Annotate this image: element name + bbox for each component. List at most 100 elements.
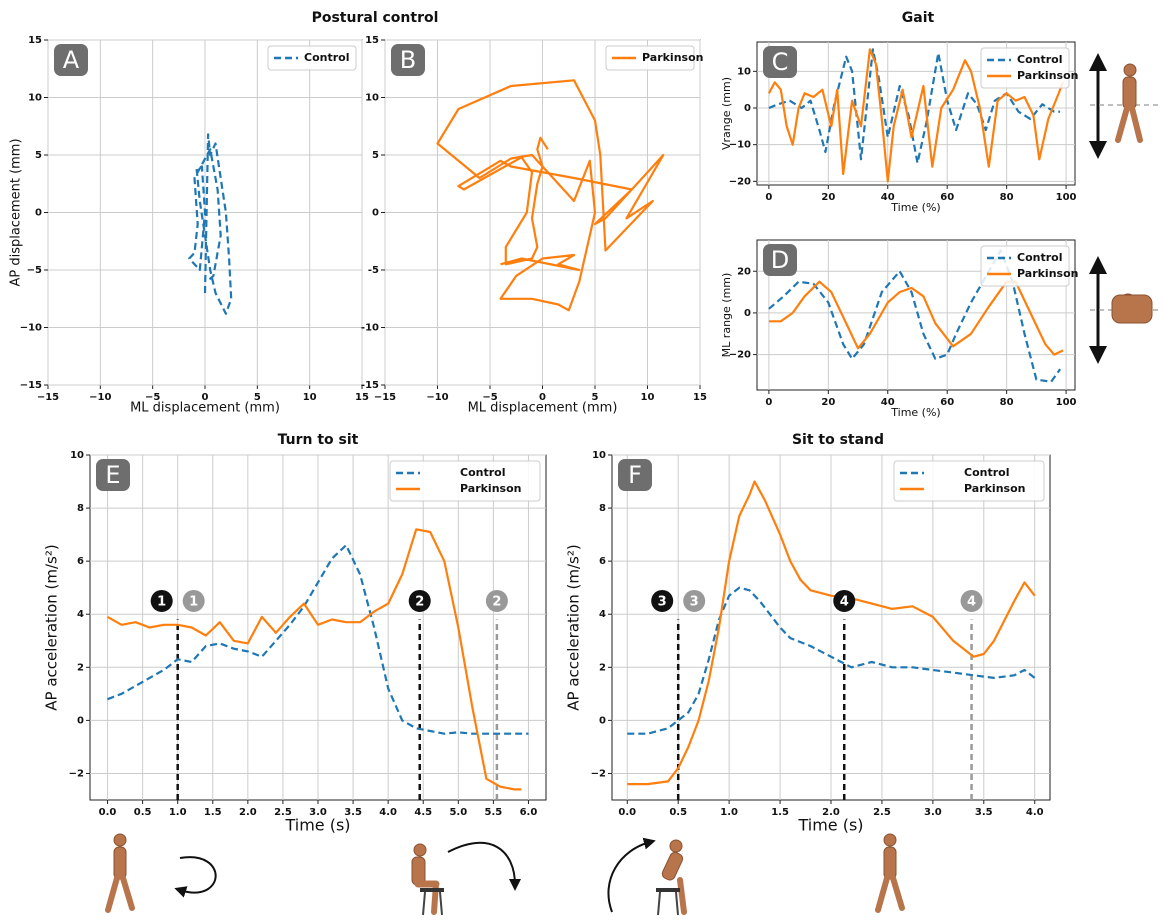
- y-tick-label: 20: [737, 266, 751, 277]
- panel-letter: D: [771, 246, 789, 274]
- y-tick-label: −2: [69, 768, 84, 779]
- x-tick-label: 15: [693, 392, 707, 403]
- y-tick-label: 10: [28, 93, 42, 104]
- x-axis-label: Time (s): [797, 816, 863, 835]
- panel-letter: C: [772, 48, 789, 76]
- y-tick-label: -10: [361, 323, 379, 334]
- panel-letter: F: [628, 461, 642, 489]
- y-tick-label: −5: [27, 265, 42, 276]
- x-tick-label: 3.5: [975, 807, 993, 818]
- y-tick-label: 0: [599, 715, 606, 726]
- x-tick-label: 60: [940, 192, 954, 203]
- illustration-walk: [108, 834, 216, 910]
- x-tick-label: 6.0: [520, 807, 538, 818]
- event-marker-label: 4: [840, 594, 849, 609]
- x-tick-label: 100: [1056, 397, 1077, 408]
- x-tick-label: 3.0: [924, 807, 942, 818]
- x-tick-label: 80: [1000, 397, 1014, 408]
- y-tick-label: 4: [599, 609, 606, 620]
- y-tick-label: 0: [372, 208, 379, 219]
- x-axis-label: Time (%): [890, 201, 940, 214]
- x-tick-label: 20: [821, 397, 835, 408]
- x-tick-label: −10: [426, 392, 448, 403]
- page: Postural control Gait Turn to sit Sit to…: [0, 0, 1163, 920]
- x-axis-label: ML displacement (mm): [130, 401, 280, 416]
- event-marker-label: 1: [157, 594, 166, 609]
- legend-label: Parkinson: [964, 482, 1025, 495]
- y-axis-label: ML range (mm): [720, 273, 733, 358]
- x-tick-label: 0.5: [134, 807, 152, 818]
- x-tick-label: 1.5: [204, 807, 222, 818]
- illustration-stand-up: [608, 840, 684, 915]
- y-tick-label: −10: [20, 323, 42, 334]
- illustration-sit: [412, 843, 515, 915]
- event-marker-label: 1: [189, 594, 198, 609]
- x-tick-label: 0: [765, 192, 772, 203]
- x-tick-label: 0: [765, 397, 772, 408]
- y-tick-label: −20: [729, 176, 751, 187]
- y-tick-label: 10: [365, 93, 379, 104]
- section-title: Sit to stand: [792, 432, 884, 448]
- legend-label: Parkinson: [1017, 267, 1078, 280]
- x-tick-label: −15: [374, 392, 396, 403]
- y-axis-label: AP displacement (mm): [9, 138, 24, 286]
- event-marker-label: 3: [658, 594, 667, 609]
- x-axis-label: ML displacement (mm): [468, 401, 618, 416]
- section-title: Postural control: [312, 10, 439, 26]
- x-tick-label: 1.0: [169, 807, 187, 818]
- y-tick-label: 0: [77, 715, 84, 726]
- x-tick-label: 4.0: [379, 807, 397, 818]
- panel-letter: E: [105, 461, 120, 489]
- y-tick-label: 5: [35, 150, 42, 161]
- x-axis-label: Time (%): [890, 406, 940, 419]
- x-tick-label: 20: [821, 192, 835, 203]
- section-title: Gait: [902, 10, 935, 26]
- x-tick-label: 1.5: [771, 807, 789, 818]
- x-tick-label: 2.5: [873, 807, 891, 818]
- x-tick-label: 0.0: [99, 807, 117, 818]
- y-tick-label: 8: [599, 503, 606, 514]
- y-tick-label: 15: [365, 35, 379, 46]
- x-tick-label: 5.0: [449, 807, 467, 818]
- y-tick-label: 8: [77, 503, 84, 514]
- legend-label: Control: [304, 51, 349, 64]
- event-marker-label: 2: [415, 594, 424, 609]
- y-tick-label: 10: [737, 66, 751, 77]
- y-tick-label: 4: [77, 609, 84, 620]
- y-tick-label: 6: [77, 556, 84, 567]
- event-marker-label: 3: [690, 594, 699, 609]
- y-tick-label: −2: [591, 768, 606, 779]
- panel-letter: A: [63, 46, 80, 74]
- x-tick-label: 5.5: [485, 807, 503, 818]
- x-tick-label: 10: [303, 392, 317, 403]
- legend-label: Control: [1017, 251, 1062, 264]
- y-tick-label: 6: [599, 556, 606, 567]
- legend-label: Control: [460, 466, 505, 479]
- x-tick-label: 100: [1056, 192, 1077, 203]
- legend-label: Control: [1017, 53, 1062, 66]
- x-tick-label: 0.5: [669, 807, 687, 818]
- x-tick-label: −15: [37, 392, 59, 403]
- legend-label: Parkinson: [460, 482, 521, 495]
- panel-letter: B: [400, 46, 416, 74]
- y-tick-label: 15: [28, 35, 42, 46]
- y-axis-label: Vrange (mm): [720, 77, 733, 150]
- y-tick-label: 10: [70, 450, 84, 461]
- y-tick-label: 5: [372, 150, 379, 161]
- y-tick-label: −15: [20, 380, 42, 391]
- x-tick-label: 80: [1000, 192, 1014, 203]
- y-tick-label: 2: [599, 662, 606, 673]
- event-marker-label: 2: [492, 594, 501, 609]
- x-tick-label: 0.0: [618, 807, 636, 818]
- x-tick-label: 2.0: [239, 807, 257, 818]
- x-tick-label: −10: [89, 392, 111, 403]
- y-tick-label: 0: [744, 103, 751, 114]
- event-marker-label: 4: [967, 594, 976, 609]
- y-tick-label: -15: [361, 380, 379, 391]
- x-tick-label: 4.0: [1026, 807, 1044, 818]
- x-tick-label: 1.0: [720, 807, 738, 818]
- legend-label: Parkinson: [642, 51, 703, 64]
- figure: Postural control Gait Turn to sit Sit to…: [0, 0, 1163, 920]
- section-title: Turn to sit: [278, 432, 359, 448]
- y-tick-label: -5: [368, 265, 379, 276]
